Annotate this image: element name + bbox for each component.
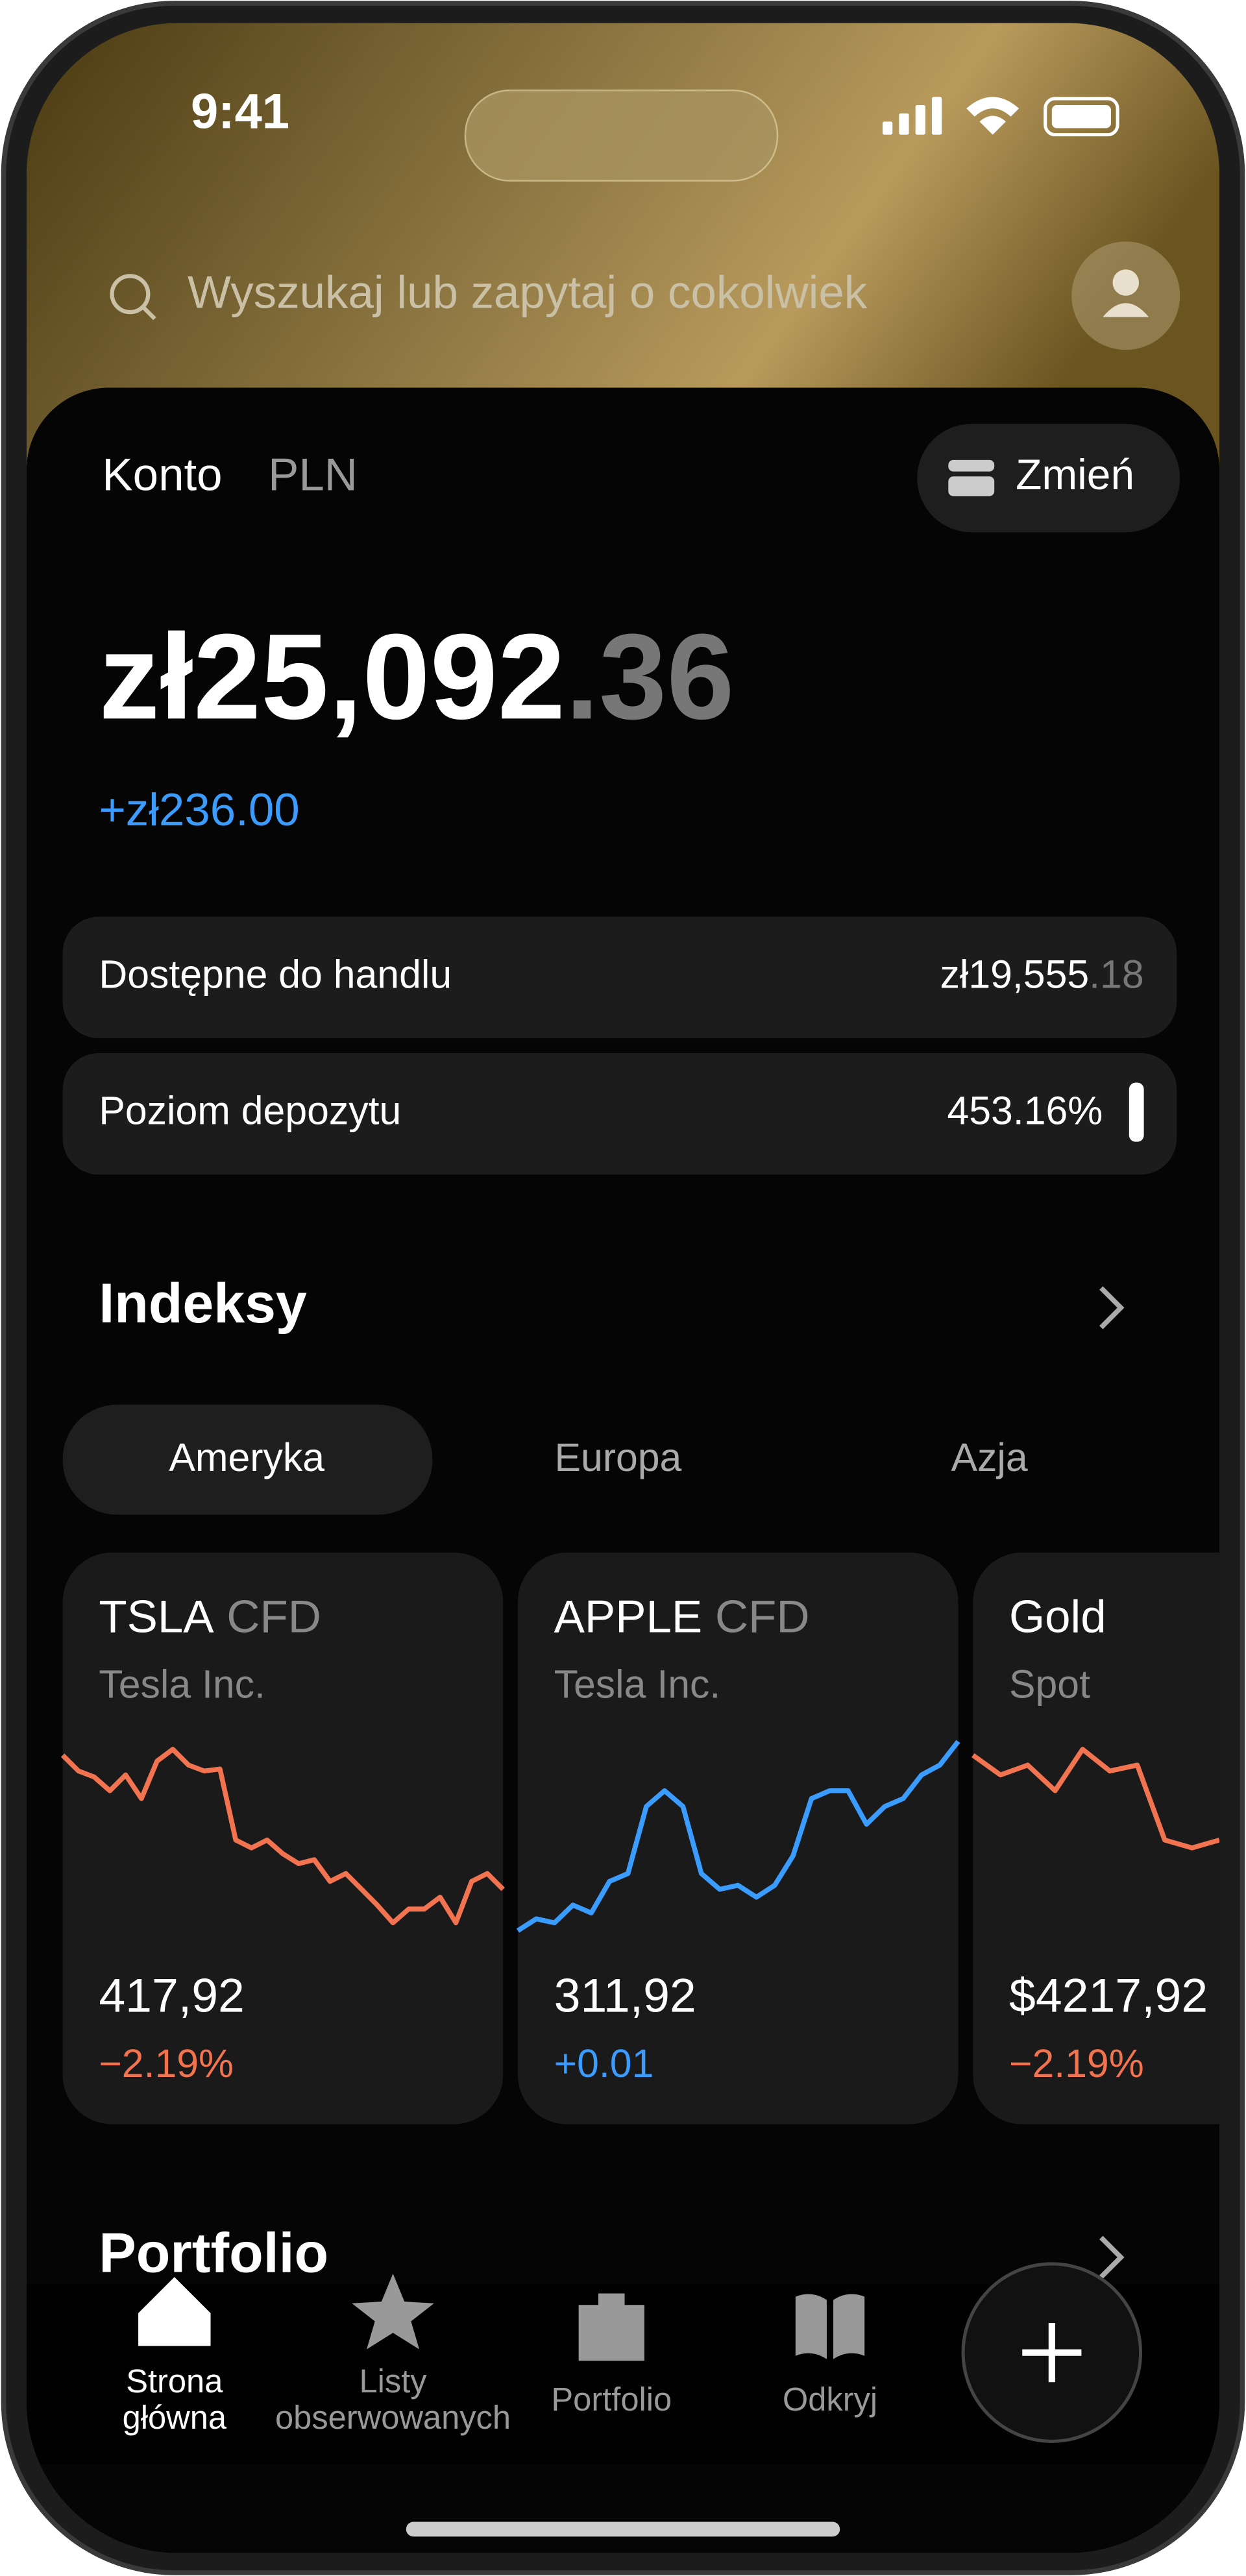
account-currency: PLN (268, 449, 358, 500)
search-icon (110, 274, 151, 315)
switch-button[interactable] (917, 424, 1180, 533)
account-label: Konto (102, 449, 222, 500)
dynamic-island (464, 89, 779, 182)
tab-icon[interactable] (795, 2294, 865, 2359)
section-title: Indeksy (99, 1272, 307, 1335)
sparkline (516, 1740, 960, 1933)
switch-label: Zmień (1016, 450, 1134, 498)
card-name: Tesla Inc. (554, 1662, 721, 1706)
margin-indicator (1129, 1082, 1144, 1142)
card-price: 311,92 (554, 1969, 696, 2023)
card-symbol: Gold (1009, 1591, 1106, 1642)
row-value-decimals: .18 (1089, 953, 1143, 997)
tab-label[interactable]: Listy (359, 2363, 427, 2400)
card-change: −2.19% (1009, 2041, 1144, 2085)
status-time: 9:41 (191, 84, 289, 139)
row-value-main: zł19,555 (940, 953, 1089, 997)
sparkline (60, 1747, 505, 1926)
row-value: zł19,555.18 (940, 953, 1143, 997)
profile-icon (1103, 303, 1149, 317)
search-input[interactable]: Wyszukaj lub zapytaj o cokolwiek (188, 267, 868, 318)
balance-change: +zł236.00 (99, 784, 299, 836)
balance-main: zł25,092 (99, 609, 565, 745)
card-name: Spot (1009, 1662, 1090, 1706)
tab[interactable]: Europa (554, 1435, 681, 1479)
index-card[interactable] (973, 1552, 1246, 2124)
home-indicator (406, 2521, 840, 2537)
sparkline (971, 1747, 1220, 1851)
tab-label[interactable]: Portfolio (551, 2381, 672, 2418)
card-title: Gold (1009, 1591, 1106, 1642)
balance: zł25,092.36 (99, 609, 734, 745)
tab-label[interactable]: Odkryj (783, 2381, 877, 2418)
profile-icon (1112, 269, 1140, 296)
chevron[interactable] (1099, 1286, 1125, 1330)
tab-label[interactable]: główna (123, 2399, 227, 2436)
status-icons (883, 97, 1119, 137)
card-change: −2.19% (99, 2041, 234, 2085)
tab[interactable]: Ameryka (169, 1435, 324, 1479)
switch-icon (948, 476, 995, 496)
tab-label[interactable]: obserwowanych (275, 2399, 511, 2436)
info-row (62, 916, 1177, 1039)
index-card[interactable] (517, 1552, 959, 2124)
card-price: 417,92 (99, 1969, 245, 2023)
card-title: APPLE CFD (554, 1591, 810, 1642)
card-change: +0.01 (554, 2041, 654, 2085)
tab-active[interactable] (62, 1404, 433, 1515)
switch-icon (948, 459, 995, 472)
balance-decimals: .36 (565, 609, 734, 745)
section-title: Portfolio (99, 2222, 328, 2285)
add-icon (1022, 2323, 1082, 2383)
index-card[interactable] (62, 1552, 504, 2124)
chevron[interactable] (1099, 2235, 1125, 2279)
row-label: Poziom depozytu (99, 1089, 401, 1133)
tab-icon[interactable] (352, 2274, 434, 2350)
search-icon (141, 306, 156, 321)
screen-content: 9:41 Wyszukaj lub zapytaj o cokolwiek Ko… (26, 23, 1246, 2553)
card-title: TSLA CFD (99, 1591, 321, 1642)
tab[interactable]: Azja (951, 1435, 1028, 1479)
card-name: Tesla Inc. (99, 1662, 265, 1706)
tab-label[interactable]: Strona (126, 2363, 223, 2400)
tab-icon[interactable] (138, 2277, 211, 2346)
card-kind: CFD (226, 1591, 321, 1642)
row-label: Dostępne do handlu (99, 953, 452, 997)
card-symbol: TSLA (99, 1591, 214, 1642)
row-value: 453.16% (947, 1089, 1103, 1133)
card-price: $4217,92 (1009, 1969, 1208, 2023)
tab-icon[interactable] (578, 2293, 644, 2361)
card-kind: CFD (715, 1591, 810, 1642)
card-symbol: APPLE (554, 1591, 703, 1642)
info-row (62, 1052, 1177, 1175)
